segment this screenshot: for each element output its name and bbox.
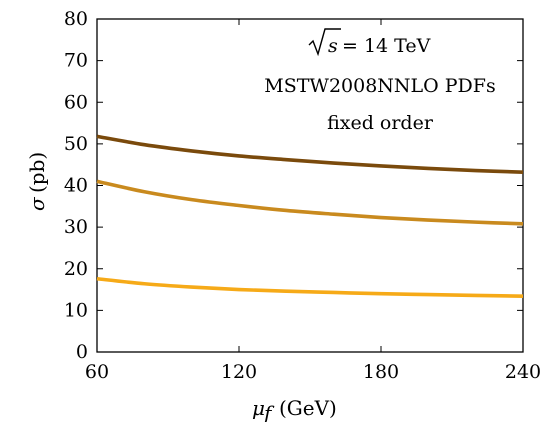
y-tick-label: 40 [64,175,88,197]
tick-labels: 0 10 20 30 40 50 60 70 80 60 120 180 240 [64,8,541,383]
series-group [96,134,524,299]
y-tick-label: 50 [64,133,88,155]
x-tick-label: 60 [85,361,109,383]
y-tick-label: 80 [64,8,88,30]
series-line-1 [96,134,524,174]
x-axis-subscript: f [262,401,275,422]
sqrt-sign-icon [308,28,341,57]
y-tick-label: 30 [64,216,88,238]
y-tick-label: 70 [64,50,88,72]
plot-frame [96,18,524,353]
x-axis-symbol: μ [252,396,265,420]
sqrt-s-annotation: s = 14 TeV [308,28,431,57]
x-tick-label: 180 [363,361,399,383]
x-axis-unit: (GeV) [279,396,337,420]
energy-value: = 14 TeV [342,35,431,57]
x-tick-label: 120 [221,361,257,383]
y-tick-label: 60 [64,91,88,113]
x-tick-label: 240 [505,361,541,383]
axis-ticks [96,18,524,353]
y-tick-label: 0 [76,341,88,363]
y-axis-title: σ (pb) [25,152,49,211]
order-annotation: fixed order [327,112,434,134]
series-line-3 [96,276,524,299]
series-line-2 [96,179,524,226]
pdf-annotation: MSTW2008NNLO PDFs [264,75,495,97]
y-tick-label: 10 [64,299,88,321]
y-tick-label: 20 [64,258,88,280]
x-axis-title: μ f (GeV) [252,396,337,422]
sqrt-s-symbol: s [328,35,338,57]
y-axis-symbol: σ [25,196,49,211]
y-axis-unit: (pb) [25,152,49,193]
